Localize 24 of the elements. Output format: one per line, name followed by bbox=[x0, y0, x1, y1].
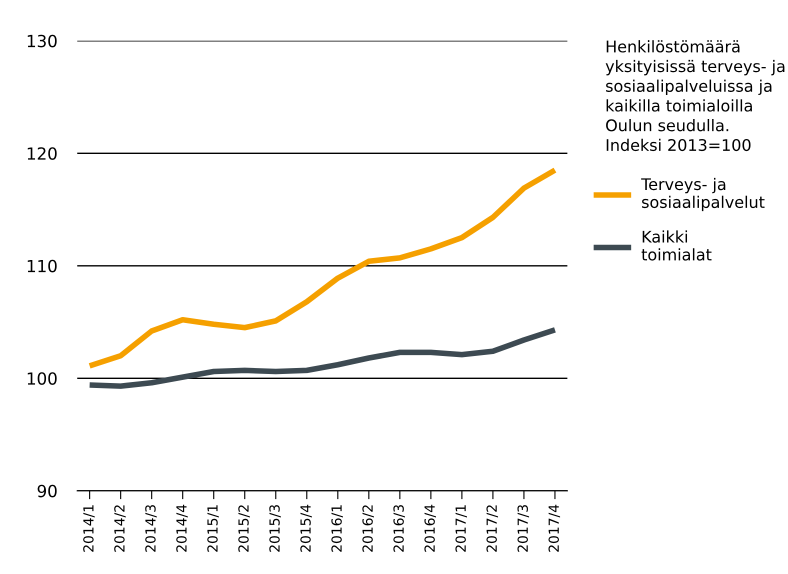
x-tick-label: 2014/2 bbox=[114, 505, 126, 552]
x-tick-label: 2016/4 bbox=[424, 504, 436, 552]
y-tick-label: 90 bbox=[38, 484, 57, 498]
x-tick-label: 2014/4 bbox=[176, 504, 188, 552]
x-tick-label: 2016/3 bbox=[393, 505, 405, 552]
x-tick-label: 2017/3 bbox=[517, 505, 530, 552]
x-tick-label: 2015/1 bbox=[207, 505, 219, 552]
x-tick-label: 2016/1 bbox=[331, 505, 343, 552]
text: Henkilöstömäärä yksityisissä terveys- ja sosiaalipalveluissa ja kaikilla toimialoilla Oulun seudulla. Indeksi 2013=100 bbox=[606, 40, 784, 152]
legend-label: Terveys- ja sosiaalipalvelut bbox=[641, 178, 765, 212]
x-tick-label: 2017/4 bbox=[548, 504, 560, 552]
x-tick-label: 2015/4 bbox=[300, 504, 312, 552]
y-tick-label: 120 bbox=[28, 147, 57, 160]
x-tick-label: 2014/1 bbox=[83, 505, 95, 552]
x-tick-label: 2015/2 bbox=[238, 505, 250, 552]
x-tick-label: 2017/1 bbox=[455, 505, 468, 552]
y-tick-label: 110 bbox=[28, 260, 57, 272]
x-tick-label: 2017/2 bbox=[486, 505, 498, 552]
x-tick-label: 2015/3 bbox=[269, 505, 281, 552]
legend-label: Kaikki toimialat bbox=[642, 230, 712, 261]
x-tick-label: 2016/2 bbox=[362, 505, 374, 552]
y-tick-label: 100 bbox=[28, 372, 57, 385]
x-tick-label: 2014/3 bbox=[145, 505, 157, 552]
y-tick-label: 130 bbox=[28, 34, 57, 48]
